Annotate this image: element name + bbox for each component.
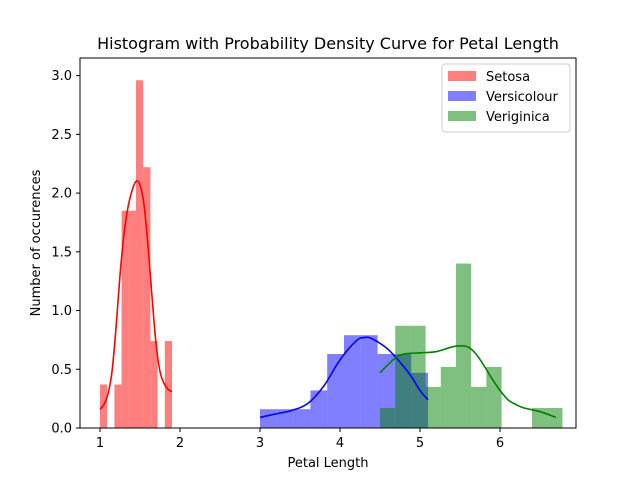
chart-title: Histogram with Probability Density Curve… <box>97 34 559 53</box>
x-axis-label: Petal Length <box>287 456 368 471</box>
plot-area <box>99 80 563 429</box>
bar-setosa <box>143 167 151 428</box>
bar-veriginica <box>425 386 441 428</box>
y-tick-label: 2.0 <box>51 187 72 202</box>
legend-label-veriginica: Veriginica <box>486 110 550 125</box>
y-axis-label: Number of occurences <box>29 169 44 316</box>
series-veriginica-bars <box>380 263 563 428</box>
bar-versicolour <box>344 335 361 428</box>
bar-versicolour <box>293 409 311 428</box>
bar-setosa <box>164 341 172 428</box>
x-axis: 1 2 3 4 5 6 <box>96 428 504 451</box>
bar-setosa <box>114 384 122 428</box>
bar-veriginica <box>486 366 502 428</box>
legend-swatch-versicolour <box>448 91 476 101</box>
y-tick-label: 2.5 <box>51 128 72 143</box>
bar-versicolour <box>260 409 277 428</box>
bar-veriginica <box>471 386 487 428</box>
density-curve-veriginica <box>379 344 557 419</box>
legend-swatch-setosa <box>448 71 476 81</box>
bar-versicolour <box>360 335 378 428</box>
bar-setosa <box>150 341 158 428</box>
x-tick-label: 6 <box>496 436 504 451</box>
bar-versicolour <box>276 409 294 428</box>
x-tick-label: 2 <box>176 436 184 451</box>
bar-veriginica <box>410 325 426 428</box>
y-tick-label: 1.5 <box>51 245 72 260</box>
x-tick-label: 1 <box>96 436 104 451</box>
density-curve-setosa <box>99 180 173 410</box>
bar-setosa <box>136 80 144 429</box>
legend-label-setosa: Setosa <box>486 70 530 85</box>
y-axis: 0.0 0.5 1.0 1.5 2.0 2.5 3.0 <box>51 69 80 437</box>
x-tick-label: 4 <box>336 436 344 451</box>
y-tick-label: 3.0 <box>51 69 72 84</box>
bar-setosa <box>121 210 129 428</box>
legend-label-versicolour: Versicolour <box>486 90 559 105</box>
bar-veriginica <box>440 366 456 428</box>
bar-versicolour <box>310 390 328 428</box>
axes-frame <box>79 57 577 429</box>
bar-setosa <box>128 210 136 428</box>
legend: Setosa Versicolour Veriginica <box>441 63 571 133</box>
y-tick-label: 1.0 <box>51 304 72 319</box>
bar-veriginica <box>547 408 563 428</box>
bar-veriginica <box>380 408 396 428</box>
x-tick-label: 3 <box>256 436 264 451</box>
x-tick-label: 5 <box>416 436 424 451</box>
bar-veriginica <box>395 325 411 428</box>
bar-versicolour <box>327 354 344 428</box>
y-tick-label: 0.0 <box>51 422 72 437</box>
legend-swatch-veriginica <box>448 111 476 121</box>
y-tick-label: 0.5 <box>51 363 72 378</box>
density-curve-versicolour <box>259 336 429 419</box>
